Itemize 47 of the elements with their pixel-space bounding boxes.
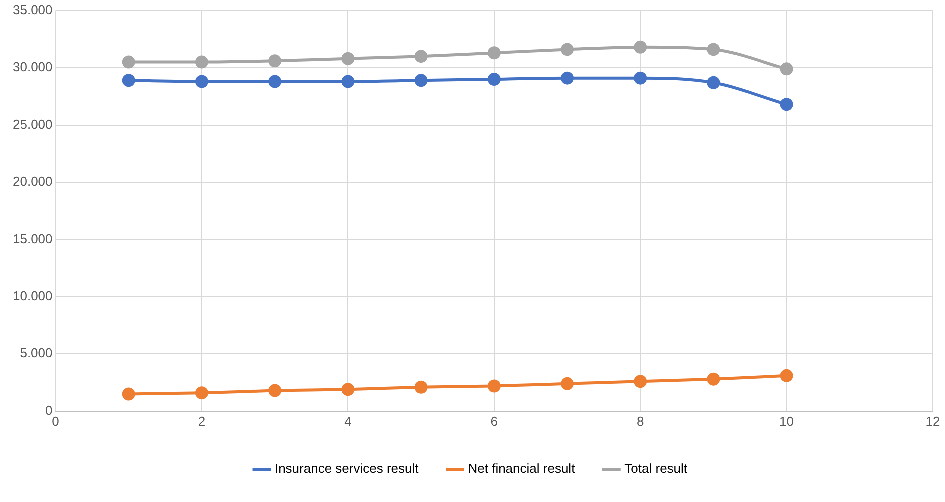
y-tick-label: 20.000 xyxy=(12,174,53,190)
point xyxy=(122,74,136,88)
point xyxy=(414,380,428,394)
point xyxy=(414,50,428,64)
point xyxy=(780,369,794,382)
point xyxy=(560,43,574,56)
point xyxy=(488,72,501,86)
x-tick-label: 8 xyxy=(636,414,644,429)
y-tick-label: 35.000 xyxy=(12,2,53,18)
legend-label: Total result xyxy=(624,461,688,476)
point xyxy=(488,380,501,393)
point xyxy=(268,75,282,88)
point xyxy=(122,388,136,401)
y-tick-label: 15.000 xyxy=(12,231,53,246)
point xyxy=(122,56,136,69)
point xyxy=(342,383,355,396)
point xyxy=(560,377,574,390)
point xyxy=(488,46,501,60)
x-tick-label: 4 xyxy=(344,414,352,429)
point xyxy=(195,56,208,69)
legend-label: Net financial result xyxy=(468,461,576,476)
point xyxy=(268,384,282,398)
y-tick-label: 0 xyxy=(46,402,53,418)
legend-label: Insurance services result xyxy=(274,461,420,476)
x-tick-label: 12 xyxy=(926,414,940,429)
point xyxy=(342,75,355,88)
point xyxy=(780,62,794,76)
point xyxy=(634,72,648,85)
y-tick-label: 25.000 xyxy=(12,116,53,132)
y-tick-label: 5.000 xyxy=(20,346,53,361)
point xyxy=(414,74,428,88)
point xyxy=(268,54,282,68)
y-tick-label: 10.000 xyxy=(12,288,53,304)
point xyxy=(634,40,648,54)
x-tick-label: 2 xyxy=(198,414,206,429)
point xyxy=(707,76,720,90)
point xyxy=(707,372,720,386)
x-tick-label: 6 xyxy=(490,414,498,429)
point xyxy=(342,52,355,66)
point xyxy=(780,98,794,112)
point xyxy=(195,386,208,400)
point xyxy=(707,43,720,56)
point xyxy=(634,375,648,388)
x-tick-label: 10 xyxy=(780,414,794,429)
point xyxy=(560,72,574,85)
y-tick-label: 30.000 xyxy=(12,60,53,75)
point xyxy=(195,75,208,88)
